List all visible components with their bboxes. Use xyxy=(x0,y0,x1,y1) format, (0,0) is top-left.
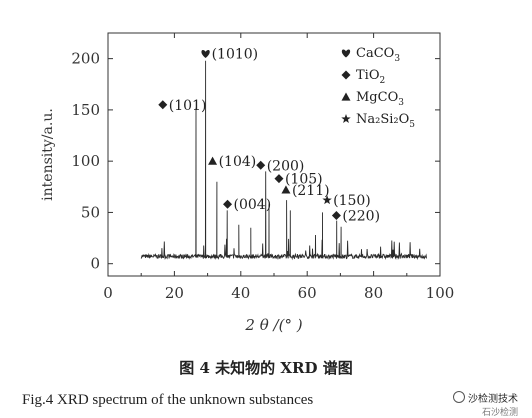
legend-label: MgCO xyxy=(356,90,398,105)
peak-annotations: (1010) (101) (104) (200)(105) (004) (211)(150… xyxy=(158,47,380,225)
diamond-marker-icon xyxy=(223,199,233,209)
legend-entry: MgCO3 xyxy=(356,90,404,108)
y-tick-label: 150 xyxy=(71,101,100,119)
legend-subscript: 3 xyxy=(398,98,404,108)
peak-label: (1010) xyxy=(212,47,259,63)
x-tick-label: 40 xyxy=(231,284,250,302)
peak-label: (220) xyxy=(342,209,380,225)
x-tick-label: 60 xyxy=(298,284,317,302)
legend-label: Na₂Si₂O xyxy=(356,112,409,127)
figure-caption-english: Fig.4 XRD spectrum of the unknown substa… xyxy=(22,392,314,408)
triangle-marker-icon xyxy=(281,185,291,194)
chart-axes: 0 20 40 60 80 100 0 50 100 150 200 2 θ /(° ) intensi… xyxy=(40,32,455,334)
legend-label: CaCO xyxy=(356,46,394,61)
peak-label: (104) xyxy=(219,154,257,170)
legend-entry: CaCO3 xyxy=(356,46,400,64)
watermark-subtext: 石沙检测 xyxy=(481,408,518,418)
legend-subscript: 2 xyxy=(380,76,386,86)
plot-frame xyxy=(107,32,441,277)
triangle-marker-icon xyxy=(208,156,218,165)
legend-subscript: 3 xyxy=(394,54,400,64)
diamond-marker-icon xyxy=(341,70,351,80)
peak-label: (004) xyxy=(234,197,272,213)
diamond-marker-icon xyxy=(331,211,341,221)
y-tick-label: 200 xyxy=(71,50,100,68)
heart-marker-icon xyxy=(341,49,351,58)
y-tick-label: 50 xyxy=(81,203,100,221)
watermark-text: 沙检测技术 xyxy=(468,394,518,405)
x-axis-label: 2 θ /(° ) xyxy=(244,316,302,334)
peak-label: (101) xyxy=(169,98,207,114)
star-marker-icon xyxy=(322,195,332,205)
diamond-marker-icon xyxy=(274,174,284,184)
peak-label: (150) xyxy=(333,193,371,209)
x-tick-label: 0 xyxy=(103,284,113,302)
diamond-marker-icon xyxy=(256,160,266,170)
legend-label: TiO xyxy=(356,68,380,83)
peak-label: (105) xyxy=(285,172,323,188)
x-tick-label: 100 xyxy=(426,284,455,302)
x-tick-label: 80 xyxy=(364,284,383,302)
x-tick-label: 20 xyxy=(165,284,184,302)
watermark-logo-icon xyxy=(453,391,465,403)
y-tick-label: 100 xyxy=(71,152,100,170)
triangle-marker-icon xyxy=(341,92,351,101)
watermark: 沙检测技术 石沙检测 xyxy=(453,390,518,418)
y-axis-label: intensity/a.u. xyxy=(40,108,56,201)
heart-marker-icon xyxy=(201,50,210,59)
chart-series xyxy=(140,60,427,261)
legend-subscript: 5 xyxy=(409,120,415,130)
spectrum-line xyxy=(140,60,427,261)
diamond-marker-icon xyxy=(158,100,168,110)
star-marker-icon xyxy=(341,114,351,123)
figure-caption-chinese: 图 4 未知物的 XRD 谱图 xyxy=(179,359,353,377)
y-tick-label: 0 xyxy=(90,255,100,273)
peak-label: (211) xyxy=(292,183,330,199)
legend-entry: Na₂Si₂O5 xyxy=(356,112,415,130)
legend-entry: TiO2 xyxy=(356,68,385,86)
peak-label: (200) xyxy=(267,158,305,174)
